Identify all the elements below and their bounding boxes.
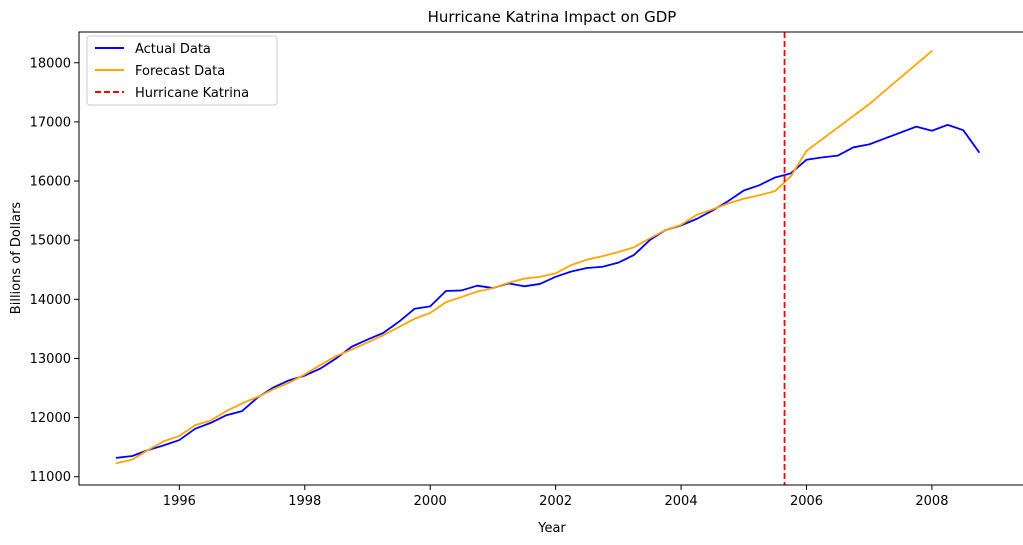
actual-data-line [115, 123, 980, 459]
plot-area [115, 32, 980, 485]
plot-frame [78, 31, 1023, 486]
x-tick-label: 1998 [288, 494, 321, 509]
legend-label-forecast: Forecast Data [135, 64, 225, 79]
y-tick-label: 13000 [30, 352, 71, 367]
y-tick-label: 14000 [30, 293, 71, 308]
y-tick-label: 12000 [30, 411, 71, 426]
y-tick-label: 18000 [30, 56, 71, 71]
x-tick-label: 1996 [163, 494, 196, 509]
x-tick-label: 2000 [414, 494, 447, 509]
x-tick-label: 2008 [915, 494, 948, 509]
y-tick-label: 17000 [30, 115, 71, 130]
legend-box [86, 35, 278, 106]
legend-label-katrina: Hurricane Katrina [135, 86, 249, 101]
y-axis: 11000 12000 13000 14000 15000 16000 17000 18000 [30, 56, 79, 485]
y-tick-label: 15000 [30, 234, 71, 249]
forecast-data-line [115, 50, 933, 465]
y-axis-label: Billions of Dollars [9, 202, 24, 315]
y-tick-label: 11000 [30, 470, 71, 485]
chart-title: Hurricane Katrina Impact on GDP [428, 8, 677, 26]
x-tick-label: 2004 [665, 494, 698, 509]
x-axis-label: Year [537, 521, 566, 536]
legend-label-actual: Actual Data [135, 42, 211, 57]
x-tick-label: 2002 [539, 494, 572, 509]
y-tick-label: 16000 [30, 175, 71, 190]
legend: Actual Data Forecast Data Hurricane Katr… [86, 35, 278, 106]
x-axis: 1996 1998 2000 2002 2004 2006 2008 [163, 485, 948, 509]
x-tick-label: 2006 [790, 494, 823, 509]
